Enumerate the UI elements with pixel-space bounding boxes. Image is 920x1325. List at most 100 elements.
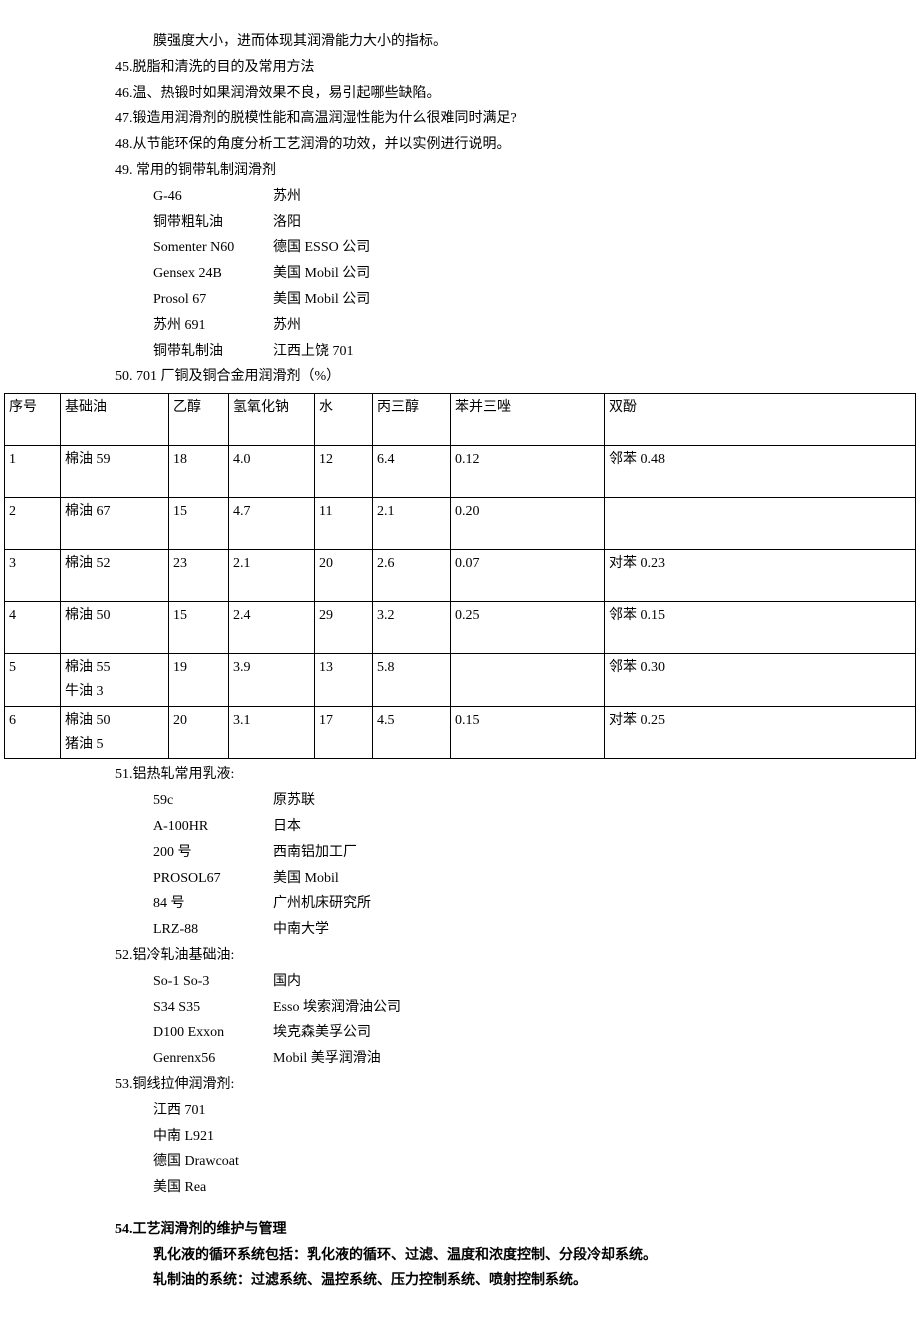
- list-item-right: 国内: [273, 970, 301, 994]
- table-cell: [605, 498, 916, 550]
- table-cell: 3: [5, 550, 61, 602]
- list-item: 200 号 西南铝加工厂: [153, 841, 890, 865]
- table-cell: 5: [5, 654, 61, 707]
- list-item: Somenter N60德国 ESSO 公司: [153, 236, 890, 260]
- list-item-right: 德国 ESSO 公司: [273, 236, 370, 260]
- item-47: 47.锻造用润滑剂的脱模性能和高温润湿性能为什么很难同时满足?: [115, 107, 890, 131]
- table-cell: 20: [169, 706, 229, 759]
- item-45: 45.脱脂和清洗的目的及常用方法: [115, 56, 890, 80]
- table-header: 苯并三唑: [451, 394, 605, 446]
- table-cell: 0.12: [451, 446, 605, 498]
- table-cell: 棉油 59: [61, 446, 169, 498]
- table-cell: 2.6: [373, 550, 451, 602]
- table-cell: 棉油 52: [61, 550, 169, 602]
- table-cell: 邻苯 0.30: [605, 654, 916, 707]
- table-row: 2棉油 67154.7112.10.20: [5, 498, 916, 550]
- list-item-right: 洛阳: [273, 211, 301, 235]
- list-item-left: LRZ-88: [153, 918, 273, 942]
- table-cell: 2.4: [229, 602, 315, 654]
- list-item-left: G-46: [153, 185, 273, 209]
- table-cell: 18: [169, 446, 229, 498]
- table-cell: 15: [169, 602, 229, 654]
- table-cell: 棉油 67: [61, 498, 169, 550]
- list-item: S34 S35 Esso 埃索润滑油公司: [153, 996, 890, 1020]
- list-item: 铜带粗轧油洛阳: [153, 211, 890, 235]
- table-50: 序号基础油乙醇氢氧化钠水丙三醇苯并三唑双酚 1棉油 59184.0126.40.…: [4, 393, 916, 759]
- list-item: 苏州 691苏州: [153, 314, 890, 338]
- table-cell: 0.20: [451, 498, 605, 550]
- list-item-left: A-100HR: [153, 815, 273, 839]
- table-cell: 3.9: [229, 654, 315, 707]
- list-item-left: 苏州 691: [153, 314, 273, 338]
- list-item-right: 原苏联: [273, 789, 315, 813]
- table-row: 1棉油 59184.0126.40.12邻苯 0.48: [5, 446, 916, 498]
- list-item: 中南 L921: [153, 1125, 890, 1149]
- list-item-left: Prosol 67: [153, 288, 273, 312]
- list-item-right: 美国 Mobil 公司: [273, 288, 370, 312]
- list-item-right: 广州机床研究所: [273, 892, 371, 916]
- list-item-right: 苏州: [273, 314, 301, 338]
- list-item-left: 59c: [153, 789, 273, 813]
- table-header: 基础油: [61, 394, 169, 446]
- list-item: 美国 Rea: [153, 1176, 890, 1200]
- list-item-left: 200 号: [153, 841, 273, 865]
- list-item: 59c 原苏联: [153, 789, 890, 813]
- item-54-title: 54.工艺润滑剂的维护与管理: [115, 1218, 890, 1242]
- list-49: G-46苏州铜带粗轧油洛阳Somenter N60德国 ESSO 公司Gense…: [115, 185, 890, 364]
- list-item-left: 铜带粗轧油: [153, 211, 273, 235]
- table-cell: 对苯 0.25: [605, 706, 916, 759]
- list-item-left: Somenter N60: [153, 236, 273, 260]
- table-cell: 6: [5, 706, 61, 759]
- table-cell: 20: [315, 550, 373, 602]
- list-item: PROSOL67美国 Mobil: [153, 867, 890, 891]
- list-item: Genrenx56 Mobil 美孚润滑油: [153, 1047, 890, 1071]
- list-item: 江西 701: [153, 1099, 890, 1123]
- table-cell: 1: [5, 446, 61, 498]
- list-item-left: S34 S35: [153, 996, 273, 1020]
- table-cell: 2: [5, 498, 61, 550]
- table-cell: 3.1: [229, 706, 315, 759]
- table-cell: 2.1: [229, 550, 315, 602]
- item-51: 51.铝热轧常用乳液:: [115, 763, 890, 787]
- table-cell: 棉油 50猪油 5: [61, 706, 169, 759]
- table-cell: 4.5: [373, 706, 451, 759]
- list-item-right: 埃克森美孚公司: [273, 1021, 371, 1045]
- table-row: 4棉油 50152.4293.20.25邻苯 0.15: [5, 602, 916, 654]
- table-cell: 23: [169, 550, 229, 602]
- table-cell: [451, 654, 605, 707]
- table-row: 3棉油 52232.1202.60.07对苯 0.23: [5, 550, 916, 602]
- table-row: 5棉油 55牛油 3193.9135.8邻苯 0.30: [5, 654, 916, 707]
- list-item-right: Mobil 美孚润滑油: [273, 1047, 381, 1071]
- list-item-right: 美国 Mobil: [273, 867, 339, 891]
- table-header: 丙三醇: [373, 394, 451, 446]
- item-53: 53.铜线拉伸润滑剂:: [115, 1073, 890, 1097]
- table-cell: 4: [5, 602, 61, 654]
- list-52: So-1 So-3 国内S34 S35 Esso 埃索润滑油公司D100 Exx…: [115, 970, 890, 1071]
- item-54-line1: 乳化液的循环系统包括：乳化液的循环、过滤、温度和浓度控制、分段冷却系统。: [115, 1244, 890, 1268]
- table-header: 乙醇: [169, 394, 229, 446]
- table-header: 序号: [5, 394, 61, 446]
- list-item-left: D100 Exxon: [153, 1021, 273, 1045]
- table-cell: 15: [169, 498, 229, 550]
- item-48: 48.从节能环保的角度分析工艺润滑的功效，并以实例进行说明。: [115, 133, 890, 157]
- list-item-right: 中南大学: [273, 918, 329, 942]
- table-cell: 邻苯 0.48: [605, 446, 916, 498]
- list-item-right: 苏州: [273, 185, 301, 209]
- table-cell: 0.15: [451, 706, 605, 759]
- list-item: Prosol 67 美国 Mobil 公司: [153, 288, 890, 312]
- text-topline: 膜强度大小，进而体现其润滑能力大小的指标。: [115, 30, 890, 54]
- table-cell: 6.4: [373, 446, 451, 498]
- table-header: 双酚: [605, 394, 916, 446]
- table-cell: 2.1: [373, 498, 451, 550]
- item-52: 52.铝冷轧油基础油:: [115, 944, 890, 968]
- list-51: 59c 原苏联A-100HR日本200 号 西南铝加工厂PROSOL67美国 M…: [115, 789, 890, 942]
- table-cell: 3.2: [373, 602, 451, 654]
- item-49: 49. 常用的铜带轧制润滑剂: [115, 159, 890, 183]
- list-53: 江西 701中南 L921德国 Drawcoat美国 Rea: [115, 1099, 890, 1200]
- item-46: 46.温、热锻时如果润滑效果不良，易引起哪些缺陷。: [115, 82, 890, 106]
- table-cell: 0.07: [451, 550, 605, 602]
- list-item-left: PROSOL67: [153, 867, 273, 891]
- table-cell: 29: [315, 602, 373, 654]
- table-cell: 0.25: [451, 602, 605, 654]
- table-cell: 5.8: [373, 654, 451, 707]
